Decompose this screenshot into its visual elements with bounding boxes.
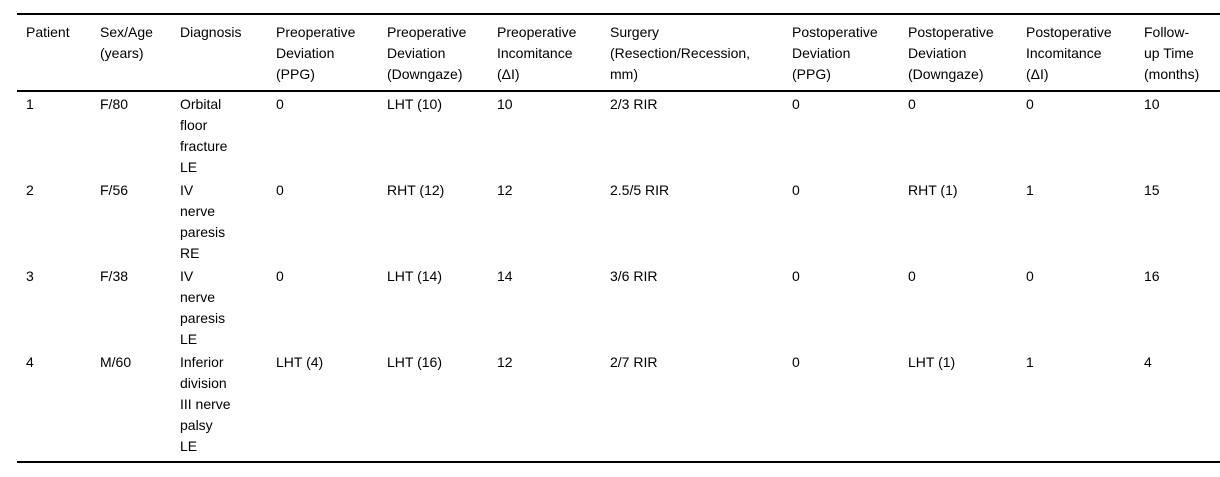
column-header-preop-deviation-ppg: Preoperative Deviation (PPG) bbox=[267, 14, 378, 92]
cell-diagnosis: Orbital floor fracture LE bbox=[180, 96, 228, 175]
cell-follow-up-time: 15 bbox=[1144, 182, 1160, 198]
cell-preop-deviation-downgaze: LHT (10) bbox=[387, 96, 442, 112]
cell-postop-deviation-downgaze: 0 bbox=[908, 96, 916, 112]
column-header-postop-deviation-downgaze: Postoperative Deviation (Downgaze) bbox=[899, 14, 1017, 92]
table-row-patient-1: 1 F/80 Orbital floor fracture LE 0 LHT (… bbox=[17, 91, 1220, 178]
cell-surgery: 2/3 RIR bbox=[610, 96, 658, 112]
cell-postop-incomitance: 1 bbox=[1026, 354, 1034, 370]
cell-surgery: 2/7 RIR bbox=[610, 354, 658, 370]
column-header-postop-deviation-ppg: Postoperative Deviation (PPG) bbox=[783, 14, 899, 92]
cell-postop-deviation-downgaze: 0 bbox=[908, 268, 916, 284]
column-header-preop-incomitance: Preoperative Incomitance (ΔI) bbox=[488, 14, 601, 92]
cell-preop-deviation-downgaze: LHT (14) bbox=[387, 268, 442, 284]
cell-postop-incomitance: 0 bbox=[1026, 268, 1034, 284]
cell-preop-incomitance: 12 bbox=[497, 354, 513, 370]
header-row: Patient Sex/Age (years) Diagnosis Preope… bbox=[17, 14, 1220, 92]
cell-diagnosis: IV nerve paresis RE bbox=[180, 182, 226, 261]
cell-patient: 1 bbox=[26, 96, 34, 112]
cell-postop-incomitance: 1 bbox=[1026, 182, 1034, 198]
cell-postop-deviation-ppg: 0 bbox=[792, 268, 800, 284]
cell-diagnosis: IV nerve paresis LE bbox=[180, 268, 226, 347]
table-row-patient-2: 2 F/56 IV nerve paresis RE 0 RHT (12) 12… bbox=[17, 178, 1220, 264]
cell-postop-deviation-downgaze: RHT (1) bbox=[908, 182, 958, 198]
cell-preop-deviation-downgaze: RHT (12) bbox=[387, 182, 445, 198]
cell-follow-up-time: 4 bbox=[1144, 354, 1152, 370]
cell-sex-age: M/60 bbox=[100, 354, 132, 370]
column-header-preop-deviation-downgaze: Preoperative Deviation (Downgaze) bbox=[378, 14, 488, 92]
table-body: 1 F/80 Orbital floor fracture LE 0 LHT (… bbox=[17, 91, 1220, 462]
cell-surgery: 2.5/5 RIR bbox=[610, 182, 670, 198]
table-row-patient-4: 4 M/60 Inferior division III nerve palsy… bbox=[17, 350, 1220, 462]
cell-postop-incomitance: 0 bbox=[1026, 96, 1034, 112]
cell-preop-deviation-ppg: 0 bbox=[276, 268, 284, 284]
cell-postop-deviation-ppg: 0 bbox=[792, 96, 800, 112]
table-header: Patient Sex/Age (years) Diagnosis Preope… bbox=[17, 14, 1220, 92]
cell-follow-up-time: 10 bbox=[1144, 96, 1160, 112]
cell-patient: 4 bbox=[26, 354, 34, 370]
cell-preop-deviation-downgaze: LHT (16) bbox=[387, 354, 442, 370]
cell-sex-age: F/80 bbox=[100, 96, 129, 112]
cell-sex-age: F/38 bbox=[100, 268, 129, 284]
cell-postop-deviation-downgaze: LHT (1) bbox=[908, 354, 956, 370]
cell-preop-incomitance: 10 bbox=[497, 96, 513, 112]
column-header-diagnosis: Diagnosis bbox=[171, 14, 267, 92]
cell-diagnosis: Inferior division III nerve palsy LE bbox=[180, 354, 231, 454]
cell-preop-deviation-ppg: 0 bbox=[276, 96, 284, 112]
column-header-patient: Patient bbox=[17, 14, 91, 92]
column-header-surgery: Surgery (Resection/Recession, mm) bbox=[601, 14, 783, 92]
cell-patient: 3 bbox=[26, 268, 34, 284]
cell-preop-deviation-ppg: 0 bbox=[276, 182, 284, 198]
cell-postop-deviation-ppg: 0 bbox=[792, 182, 800, 198]
table-row-patient-3: 3 F/38 IV nerve paresis LE 0 LHT (14) 14… bbox=[17, 264, 1220, 350]
column-header-follow-up-time: Follow- up Time (months) bbox=[1135, 14, 1220, 92]
column-header-sex-age: Sex/Age (years) bbox=[91, 14, 171, 92]
cell-sex-age: F/56 bbox=[100, 182, 129, 198]
cell-patient: 2 bbox=[26, 182, 34, 198]
patient-outcomes-table: Patient Sex/Age (years) Diagnosis Preope… bbox=[17, 13, 1220, 463]
cell-surgery: 3/6 RIR bbox=[610, 268, 658, 284]
cell-preop-incomitance: 14 bbox=[497, 268, 513, 284]
cell-follow-up-time: 16 bbox=[1144, 268, 1160, 284]
cell-preop-incomitance: 12 bbox=[497, 182, 513, 198]
cell-preop-deviation-ppg: LHT (4) bbox=[276, 354, 324, 370]
column-header-postop-incomitance: Postoperative Incomitance (ΔI) bbox=[1017, 14, 1135, 92]
cell-postop-deviation-ppg: 0 bbox=[792, 354, 800, 370]
